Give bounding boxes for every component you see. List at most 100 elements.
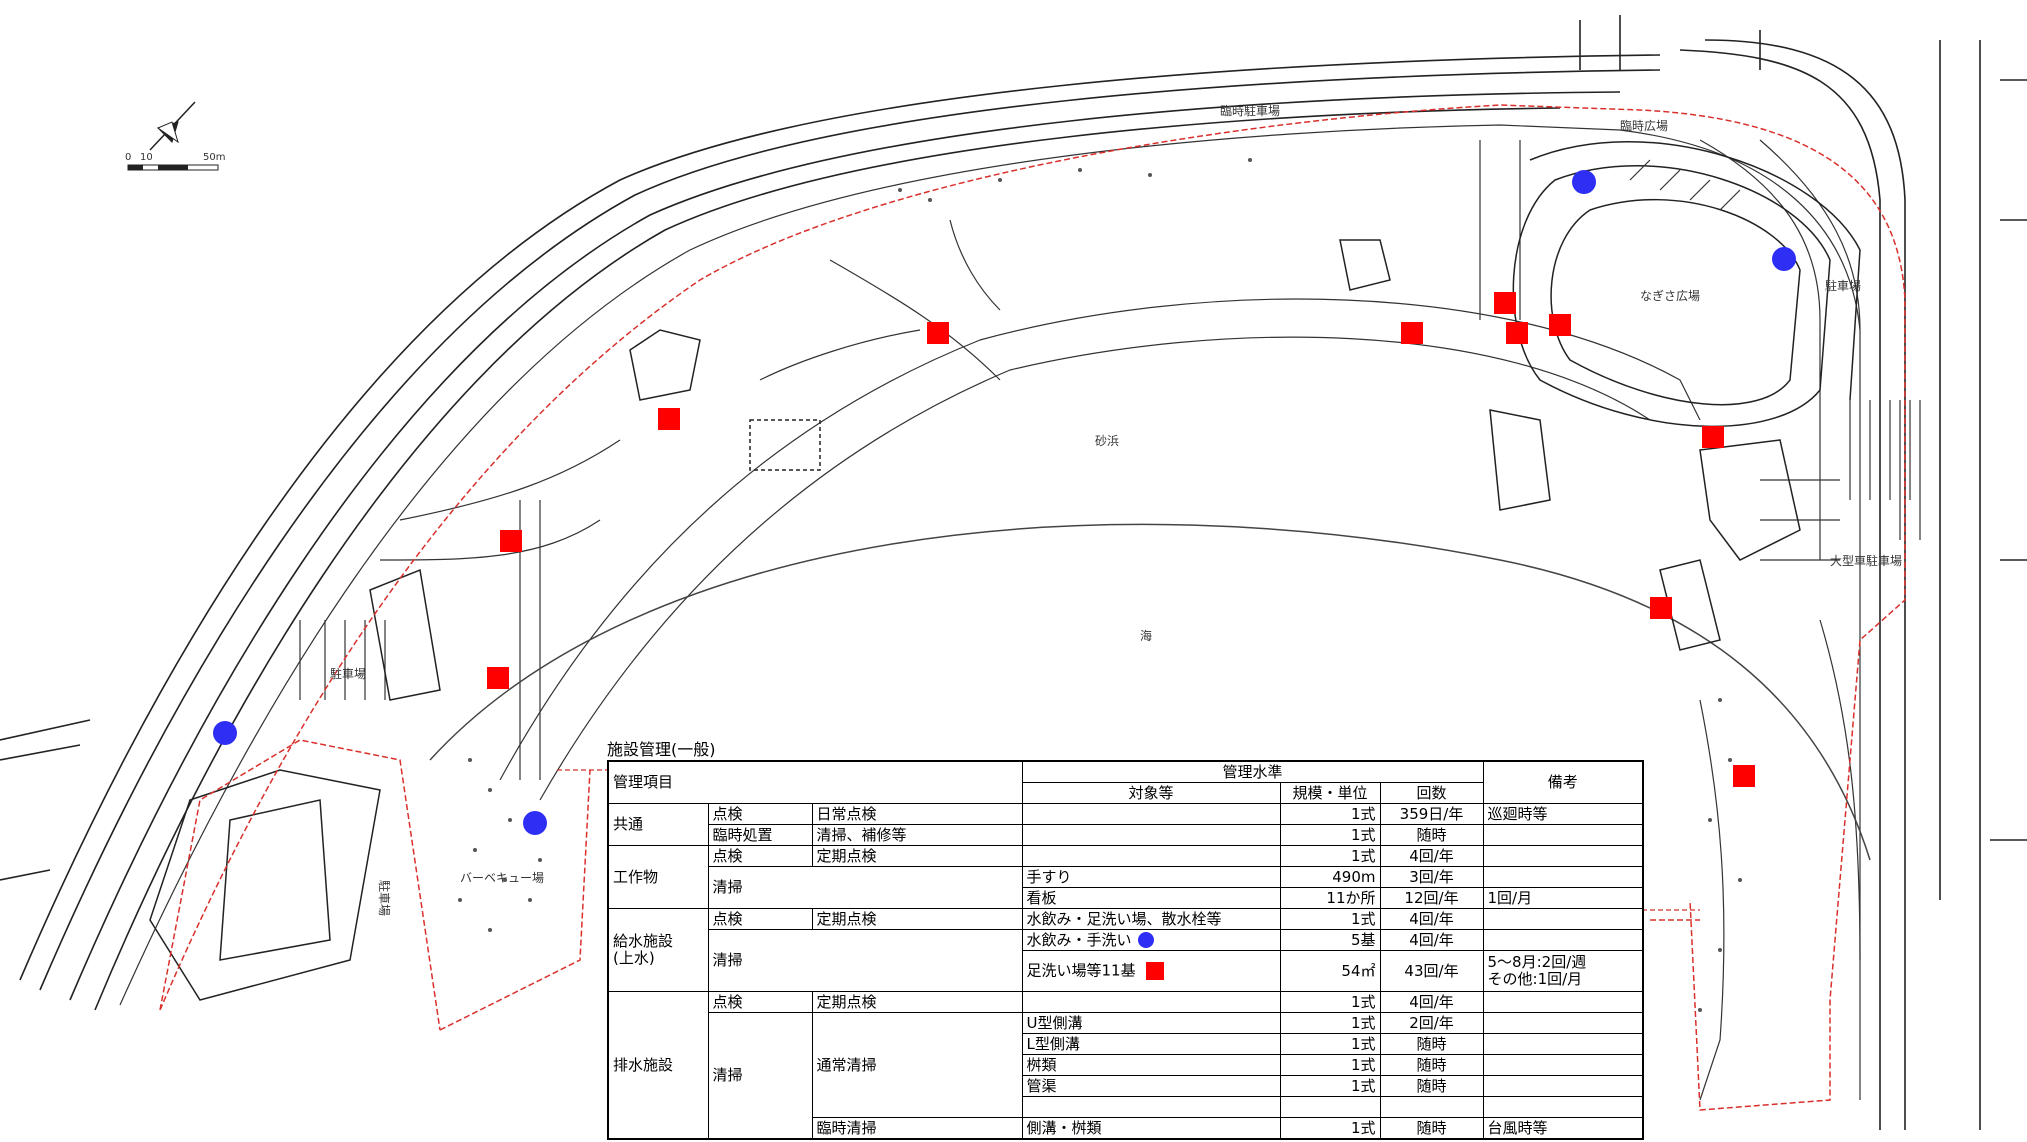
parking-bays (299, 159, 1911, 700)
cell-count: 随時 (1379, 824, 1484, 846)
category-structure: 工作物 (607, 845, 709, 909)
cell-item: 通常清掃 (811, 1012, 1023, 1118)
buildings (149, 239, 1801, 1001)
cell-remarks (1482, 1096, 1644, 1118)
drinking-fountain-marker (213, 721, 237, 745)
label-east-plaza: 臨時広場 (1620, 119, 1668, 133)
header-count: 回数 (1379, 782, 1484, 804)
cell-scale: 1式 (1279, 845, 1381, 867)
compass-icon (149, 101, 196, 151)
cell-remarks (1482, 991, 1644, 1013)
foot-wash-marker (1401, 322, 1423, 344)
facility-management-table-panel: 施設管理(一般) 管理項目 管理水準 備考 対象等 規模・単位 回数 共通 点検… (607, 740, 1645, 1140)
category-common: 共通 (607, 803, 709, 846)
cell-type: 点検 (707, 908, 813, 930)
cell-scale: 1式 (1279, 1054, 1381, 1076)
remarks-line2: その他:1回/月 (1487, 970, 1583, 988)
foot-wash-marker (1733, 765, 1755, 787)
cell-type: 清掃 (707, 866, 1023, 909)
cell-target: 看板 (1021, 887, 1281, 909)
remarks-line1: 5～8月:2回/週 (1487, 953, 1587, 971)
label-east-parking: 駐車場 (1825, 278, 1861, 293)
cell-count: 4回/年 (1379, 929, 1484, 951)
table-row: 管渠 1式 随時 (608, 1075, 1644, 1097)
cell-remarks (1482, 845, 1644, 867)
table-row: 看板 11か所 12回/年 1回/月 (608, 887, 1644, 909)
category-water-line1: 給水施設 (613, 932, 674, 950)
cell-item: 定期点検 (811, 845, 1023, 867)
cell-target: 水飲み・手洗い (1021, 929, 1281, 951)
red-square-icon (1145, 962, 1164, 980)
foot-wash-marker (927, 322, 949, 344)
cell-remarks (1482, 1033, 1644, 1055)
cell-count: 2回/年 (1379, 1012, 1484, 1034)
cell-scale: 5基 (1279, 929, 1381, 951)
cell-scale: 1式 (1279, 908, 1381, 930)
table-row: 清掃 通常清掃 U型側溝 1式 2回/年 (608, 1012, 1644, 1140)
cell-scale: 1式 (1279, 1012, 1381, 1034)
foot-wash-marker (500, 530, 522, 552)
cell-target (1021, 991, 1281, 1013)
shoreline (429, 523, 1871, 861)
cell-type: 点検 (707, 845, 813, 867)
management-boundary (159, 104, 1906, 1111)
cell-scale: 1式 (1279, 803, 1381, 825)
scale-label-50: 50m (203, 152, 225, 163)
label-sea: 海 (1140, 628, 1152, 643)
tree-dots (458, 158, 1742, 1012)
cell-scale: 1式 (1279, 1117, 1381, 1140)
cell-target: 水飲み・足洗い場、散水栓等 (1021, 908, 1281, 930)
cell-remarks (1482, 1075, 1644, 1097)
cell-target: 桝類 (1021, 1054, 1281, 1076)
map-labels: 臨時駐車場 臨時広場 なぎさ広場 駐車場 大型車駐車場 砂浜 海 駐車場 バーベ… (330, 103, 1902, 916)
cell-count: 43回/年 (1379, 950, 1484, 992)
table-row: 臨時処置 清掃、補修等 1式 随時 (608, 824, 1644, 846)
cell-target (1021, 824, 1281, 846)
cell-type: 点検 (707, 991, 813, 1013)
header-standard: 管理水準 (1021, 760, 1484, 783)
header-item: 管理項目 (607, 760, 1023, 804)
cell-target: 側溝・桝類 (1021, 1117, 1281, 1140)
cell-count: 随時 (1379, 1117, 1484, 1140)
header-row-2: 対象等 規模・単位 回数 (608, 782, 1643, 804)
cell-target: 手すり (1021, 866, 1281, 888)
drinking-fountain-marker (523, 811, 547, 835)
cell-scale (1279, 1096, 1381, 1118)
cell-count (1379, 1096, 1484, 1118)
cell-remarks (1482, 1012, 1644, 1034)
cell-remarks: 5～8月:2回/週 その他:1回/月 (1482, 950, 1644, 992)
foot-wash-markers (487, 292, 1755, 787)
cell-remarks (1482, 824, 1644, 846)
cell-scale: 1式 (1279, 991, 1381, 1013)
cell-type: 清掃 (707, 1012, 813, 1140)
cell-count: 随時 (1379, 1033, 1484, 1055)
cell-count: 3回/年 (1379, 866, 1484, 888)
cell-remarks: 台風時等 (1482, 1117, 1644, 1140)
foot-wash-marker (1650, 597, 1672, 619)
table-row: 足洗い場等11基 54㎡ 43回/年 5～8月:2回/週 その他:1回/月 (608, 950, 1644, 992)
park-paths (119, 124, 1941, 1101)
label-top-parking: 臨時駐車場 (1220, 103, 1280, 118)
label-nagisa: なぎさ広場 (1640, 289, 1700, 303)
cell-count: 4回/年 (1379, 991, 1484, 1013)
cell-remarks (1482, 866, 1644, 888)
table-row: 清掃 手すり 490m 3回/年 (608, 866, 1644, 909)
cell-scale: 11か所 (1279, 887, 1381, 909)
cell-type: 清掃 (707, 929, 1023, 992)
foot-wash-marker (658, 408, 680, 430)
scale-label-10: 10 (140, 152, 153, 163)
fountain-target-label: 水飲み・手洗い (1026, 930, 1132, 949)
cell-remarks: 巡廻時等 (1482, 803, 1644, 825)
category-water: 給水施設 (上水) (607, 908, 709, 992)
drinking-fountain-marker (1572, 170, 1596, 194)
table-row: 排水施設 点検 定期点検 1式 4回/年 (607, 991, 1644, 1140)
table-row: 清掃 水飲み・手洗い 5基 4回/年 (608, 929, 1644, 992)
drinking-fountain-marker (1772, 247, 1796, 271)
foot-wash-marker (1494, 292, 1516, 314)
label-south-parking: 駐車場 (377, 880, 392, 916)
cell-target (1021, 1096, 1281, 1118)
table-row: 工作物 点検 定期点検 1式 4回/年 (607, 845, 1644, 909)
header-scale: 規模・単位 (1279, 782, 1381, 804)
cell-target: U型側溝 (1021, 1012, 1281, 1034)
cell-scale: 1式 (1279, 1033, 1381, 1055)
